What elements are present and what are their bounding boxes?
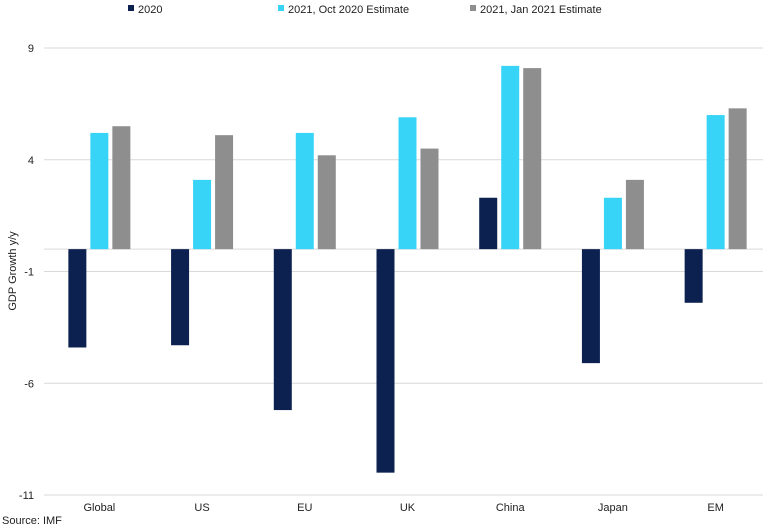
bar-eu-series-2 xyxy=(317,155,336,250)
bar-china-series-1 xyxy=(501,65,520,250)
legend-label: 2020 xyxy=(138,4,162,16)
bar-japan-series-0 xyxy=(581,249,600,364)
legend-label: 2021, Oct 2020 Estimate xyxy=(288,4,409,16)
bar-global-series-1 xyxy=(90,132,109,250)
bar-uk-series-2 xyxy=(420,148,439,250)
bar-china-series-0 xyxy=(479,197,498,250)
legend-swatch xyxy=(470,5,476,11)
y-tick-label: -1 xyxy=(24,267,34,279)
bar-em-series-2 xyxy=(728,108,747,250)
legend-swatch xyxy=(278,5,284,11)
y-axis-label: GDP Growth y/y xyxy=(7,231,19,311)
bar-eu-series-1 xyxy=(295,132,314,250)
y-axis-ticks: 9 4 -1 -6 -11 xyxy=(19,43,34,502)
bar-china-series-2 xyxy=(523,68,542,250)
y-tick-label: -6 xyxy=(24,378,34,390)
legend-label: 2021, Jan 2021 Estimate xyxy=(480,4,602,16)
x-tick-label: China xyxy=(496,502,526,514)
bar-global-series-0 xyxy=(68,249,87,348)
x-tick-label: UK xyxy=(400,502,416,514)
bar-japan-series-1 xyxy=(603,197,622,250)
bar-us-series-2 xyxy=(215,135,234,250)
bar-us-series-0 xyxy=(171,249,190,346)
bars xyxy=(68,65,747,473)
y-tick-label: 4 xyxy=(28,155,34,167)
x-tick-label: Global xyxy=(83,502,115,514)
bar-uk-series-0 xyxy=(376,249,395,473)
bar-global-series-2 xyxy=(112,126,131,250)
legend: 2020 2021, Oct 2020 Estimate 2021, Jan 202… xyxy=(128,4,602,16)
bar-em-series-0 xyxy=(684,249,703,303)
bar-us-series-1 xyxy=(193,179,212,250)
legend-swatch xyxy=(128,5,134,11)
bar-uk-series-1 xyxy=(398,117,417,250)
x-axis-ticks: Global US EU UK China Japan EM xyxy=(83,502,723,514)
x-tick-label: US xyxy=(194,502,209,514)
source-note: Source: IMF xyxy=(2,515,62,527)
bar-japan-series-2 xyxy=(625,179,644,250)
bar-em-series-1 xyxy=(706,115,725,250)
x-tick-label: EU xyxy=(297,502,312,514)
x-tick-label: Japan xyxy=(598,502,628,514)
grid-lines xyxy=(44,47,763,496)
y-tick-label: -11 xyxy=(19,490,34,502)
x-tick-label: EM xyxy=(707,502,724,514)
y-tick-label: 9 xyxy=(28,43,34,55)
bar-eu-series-0 xyxy=(273,249,292,411)
